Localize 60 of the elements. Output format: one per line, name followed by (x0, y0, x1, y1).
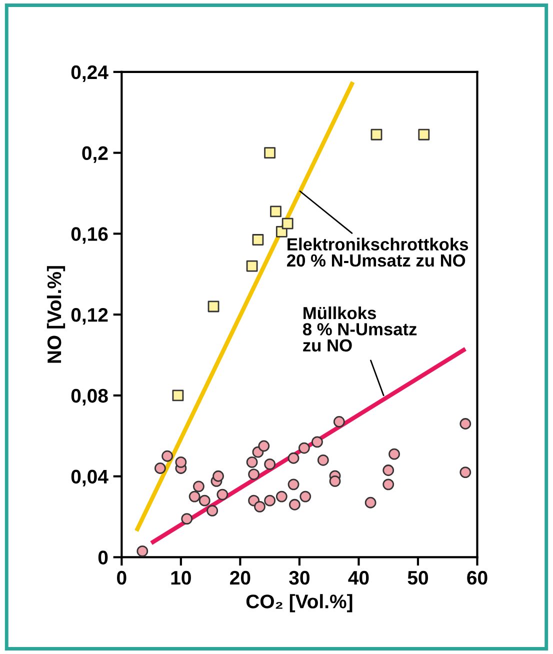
point (388, 448, 400, 460)
point (276, 490, 288, 502)
point (188, 490, 200, 502)
x-tick-label: 60 (467, 570, 488, 585)
y-tick-label: 0,16 (71, 227, 108, 244)
x-tick-label: 0 (117, 570, 126, 585)
annotation: Elektronikschrottkoks 20 % N-Umsatz zu NO (287, 238, 468, 267)
point (370, 128, 382, 140)
point (300, 490, 312, 502)
point (460, 418, 472, 430)
point (333, 416, 345, 428)
point (282, 218, 294, 230)
point (264, 458, 276, 470)
point (175, 456, 187, 468)
point (329, 475, 341, 487)
point (246, 456, 258, 468)
point (312, 436, 323, 448)
point (288, 452, 300, 464)
point (264, 494, 276, 506)
x-tick-label: 10 (171, 570, 191, 585)
point (382, 464, 394, 476)
point (288, 478, 300, 490)
point (206, 505, 218, 516)
point (317, 454, 329, 466)
point (208, 300, 220, 312)
point (216, 488, 228, 500)
y-tick-label: 0 (98, 550, 108, 564)
point (162, 450, 173, 462)
y-tick-label: 0,04 (71, 470, 108, 486)
point (270, 206, 282, 218)
point (254, 500, 266, 512)
point (136, 545, 148, 557)
point (289, 498, 300, 510)
y-tick-label: 0,12 (71, 308, 108, 325)
point (382, 478, 394, 490)
point (212, 470, 224, 482)
x-axis-title: CO₂ [Vol.%] (246, 594, 352, 612)
point (181, 513, 193, 524)
point (198, 494, 210, 506)
x-tick-label: 40 (348, 570, 369, 585)
y-tick-label: 0,24 (71, 65, 108, 82)
point (298, 442, 310, 454)
x-tick-label: 20 (230, 570, 250, 585)
point (460, 466, 472, 478)
point (154, 462, 166, 474)
point (258, 440, 270, 452)
point (172, 390, 184, 402)
point (246, 260, 258, 272)
point (364, 496, 376, 508)
x-tick-label: 30 (289, 570, 310, 585)
y-tick-label: 0,08 (71, 388, 108, 406)
y-axis-title: NO [Vol.%] (46, 266, 66, 363)
point (418, 128, 430, 140)
point (193, 480, 204, 492)
point (248, 468, 260, 480)
point (252, 234, 264, 246)
x-tick-label: 50 (408, 570, 428, 585)
y-tick-label: 0,2 (82, 146, 108, 163)
point (264, 147, 276, 159)
annotation: Müllkoks 8 % N-Umsatz zu NO (302, 306, 417, 352)
